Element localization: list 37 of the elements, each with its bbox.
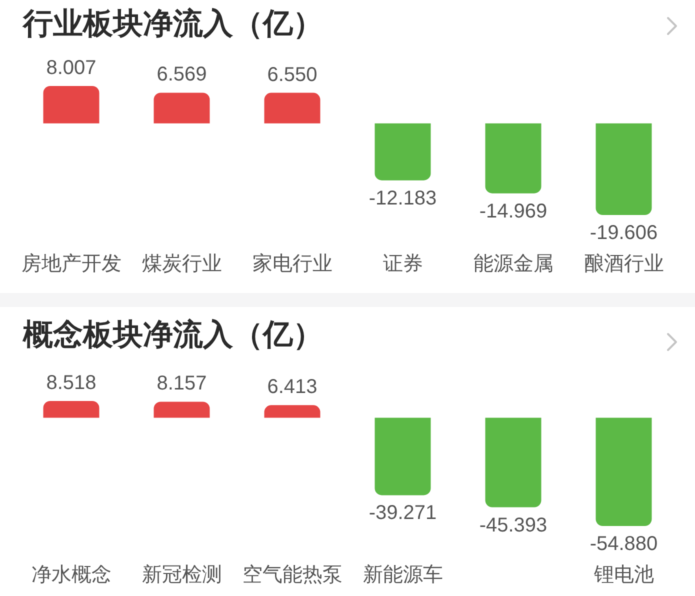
data-label: 6.413 [267,376,318,398]
data-label: 6.550 [267,64,318,86]
bar [374,123,431,180]
x-tick-label: 新冠检测 [142,562,222,586]
data-label: 8.518 [46,372,96,394]
data-label: -45.393 [479,514,548,536]
bar [596,418,652,526]
bar [264,405,320,418]
x-tick-label: 净水概念 [31,562,112,586]
data-label: -19.606 [590,222,658,244]
bar [485,123,542,194]
bar [43,86,100,124]
data-label: 6.569 [156,64,207,86]
x-tick-label: 证券 [382,251,423,275]
chart-title: 概念板块净流入（亿） [22,318,323,352]
data-label: -39.271 [368,502,437,524]
x-tick-label: 煤炭行业 [142,251,222,275]
x-tick-label: 能源金属 [473,251,554,275]
x-tick-label: 家电行业 [252,251,332,275]
bar [485,418,542,508]
x-tick-label: 锂电池 [592,562,654,586]
data-label: 8.157 [156,372,207,395]
bar [154,92,210,124]
data-label: 8.007 [46,57,96,79]
bar [596,123,652,215]
bar [154,402,210,418]
chart-title: 行业板块净流入（亿） [22,6,323,42]
data-label: -14.969 [479,200,548,222]
x-tick-label: 酿酒行业 [584,251,664,275]
bar [43,401,100,418]
x-tick-label: 空气能热泵 [242,562,342,586]
data-label: -54.880 [590,533,658,555]
x-tick-label: 新能源车 [362,562,443,586]
x-tick-label: 房地产开发 [21,251,122,275]
bar [374,418,431,496]
data-label: -12.183 [368,187,437,210]
bar [264,92,320,124]
